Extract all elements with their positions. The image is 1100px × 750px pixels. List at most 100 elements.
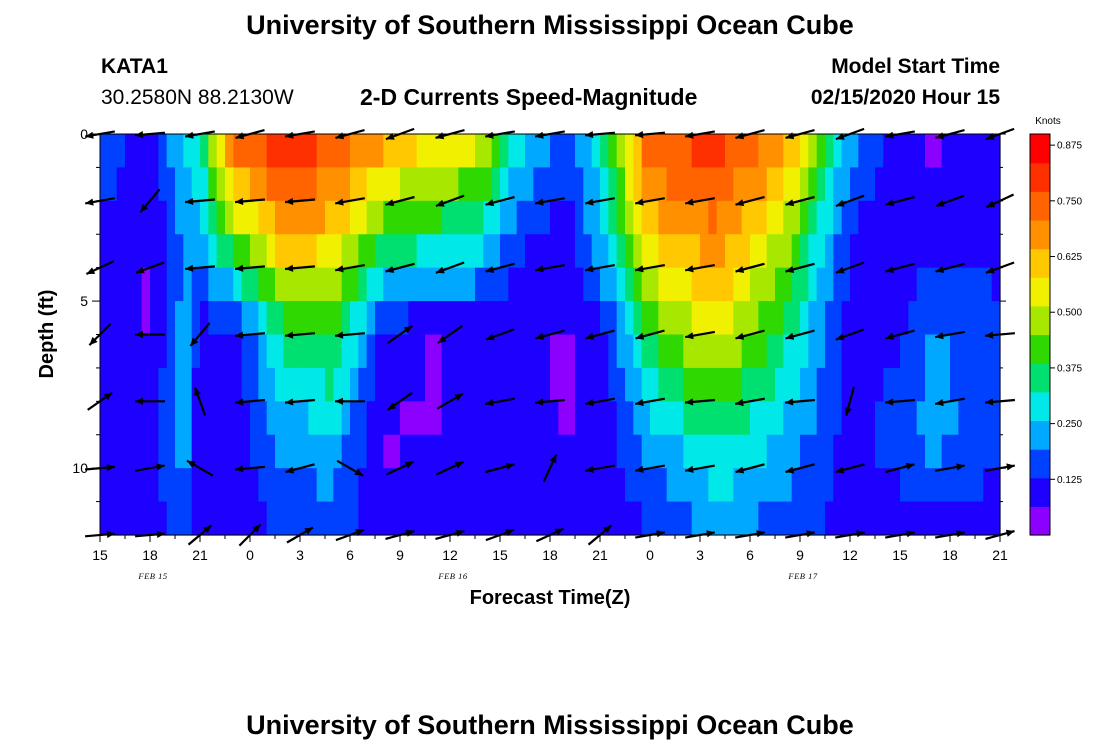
heatmap-cell	[550, 367, 559, 402]
heatmap-cell	[266, 501, 276, 536]
heatmap-cell	[658, 501, 668, 536]
heatmap-cell	[750, 334, 759, 369]
heatmap-cell	[200, 267, 209, 302]
heatmap-cell	[541, 334, 551, 369]
heatmap-cell	[225, 167, 234, 202]
heatmap-cell	[250, 434, 259, 469]
heatmap-cell	[508, 301, 518, 336]
current-vector	[135, 330, 165, 339]
heatmap-cell	[408, 334, 418, 369]
heatmap-cell	[375, 167, 384, 202]
heatmap-cell	[316, 434, 326, 469]
x-tick-label: 3	[696, 547, 704, 563]
heatmap-cell	[416, 301, 426, 336]
heatmap-cell	[241, 134, 251, 169]
heatmap-cell	[358, 200, 368, 235]
heatmap-cell	[375, 367, 384, 402]
heatmap-cell	[925, 334, 934, 369]
heatmap-cell	[925, 434, 934, 469]
heatmap-cell	[691, 200, 701, 235]
heatmap-cell	[866, 167, 876, 202]
heatmap-cell	[458, 434, 468, 469]
heatmap-cell	[508, 167, 518, 202]
heatmap-cell	[891, 134, 901, 169]
heatmap-cell	[658, 301, 668, 336]
heatmap-cell	[675, 434, 684, 469]
heatmap-cell	[641, 334, 651, 369]
heatmap-cell	[666, 501, 676, 536]
x-tick-label: 12	[842, 547, 858, 563]
heatmap-cell	[708, 501, 718, 536]
heatmap-cell	[450, 401, 459, 436]
heatmap-cell	[533, 334, 543, 369]
heatmap-cell	[808, 401, 818, 436]
heatmap-cell	[908, 167, 918, 202]
heatmap-cell	[425, 367, 434, 402]
heatmap-cell	[666, 267, 676, 302]
heatmap-cell	[441, 167, 451, 202]
heatmap-cell	[133, 401, 143, 436]
heatmap-cell	[891, 301, 901, 336]
heatmap-cell	[466, 367, 476, 402]
heatmap-cell	[875, 468, 884, 503]
heatmap-cell	[700, 267, 709, 302]
heatmap-cell	[575, 267, 584, 302]
heatmap-cell	[841, 301, 851, 336]
heatmap-cell	[616, 167, 626, 202]
heatmap-cell	[875, 200, 884, 235]
heatmap-cell	[266, 468, 276, 503]
heatmap-cell	[933, 267, 943, 302]
heatmap-cell	[441, 434, 451, 469]
heatmap-cell	[108, 334, 118, 369]
heatmap-cell	[100, 334, 109, 369]
current-vector	[542, 454, 558, 483]
heatmap-cell	[916, 334, 926, 369]
heatmap-cell	[983, 167, 993, 202]
heatmap-cell	[966, 200, 976, 235]
heatmap-cell	[775, 434, 784, 469]
heatmap-cell	[283, 234, 293, 269]
heatmap-cell	[458, 167, 468, 202]
heatmap-cell	[341, 267, 351, 302]
heatmap-cell	[308, 401, 318, 436]
heatmap-cell	[675, 501, 684, 536]
heatmap-cell	[191, 200, 201, 235]
heatmap-cell	[375, 267, 384, 302]
heatmap-cell	[166, 367, 176, 402]
heatmap-cell	[258, 301, 268, 336]
heatmap-cell	[441, 401, 451, 436]
heatmap-cell	[641, 301, 651, 336]
heatmap-cell	[383, 134, 393, 169]
heatmap-cell	[850, 167, 859, 202]
heatmap-cell	[575, 334, 584, 369]
heatmap-cell	[325, 401, 334, 436]
heatmap-cell	[633, 301, 643, 336]
heatmap-cell	[916, 434, 926, 469]
heatmap-cell	[208, 267, 218, 302]
heatmap-cell	[558, 434, 568, 469]
current-vector	[385, 195, 415, 207]
heatmap-cell	[816, 501, 826, 536]
heatmap-cell	[425, 434, 434, 469]
heatmap-cell	[841, 267, 851, 302]
heatmap-cell	[516, 367, 526, 402]
heatmap-cell	[283, 401, 293, 436]
current-vector	[785, 195, 815, 207]
heatmap-cell	[908, 334, 918, 369]
heatmap-cell	[675, 267, 684, 302]
heatmap-cell	[650, 334, 659, 369]
heatmap-cell	[541, 301, 551, 336]
heatmap-cell	[241, 434, 251, 469]
heatmap-cell	[641, 267, 651, 302]
heatmap-cell	[241, 301, 251, 336]
heatmap-cell	[766, 167, 776, 202]
heatmap-cell	[816, 200, 826, 235]
heatmap-cell	[450, 301, 459, 336]
heatmap-cell	[125, 501, 134, 536]
heatmap-cell	[300, 134, 309, 169]
heatmap-cell	[866, 200, 876, 235]
heatmap-cell	[775, 367, 784, 402]
current-vector	[387, 391, 413, 411]
heatmap-cell	[675, 134, 684, 169]
heatmap-cell	[441, 200, 451, 235]
